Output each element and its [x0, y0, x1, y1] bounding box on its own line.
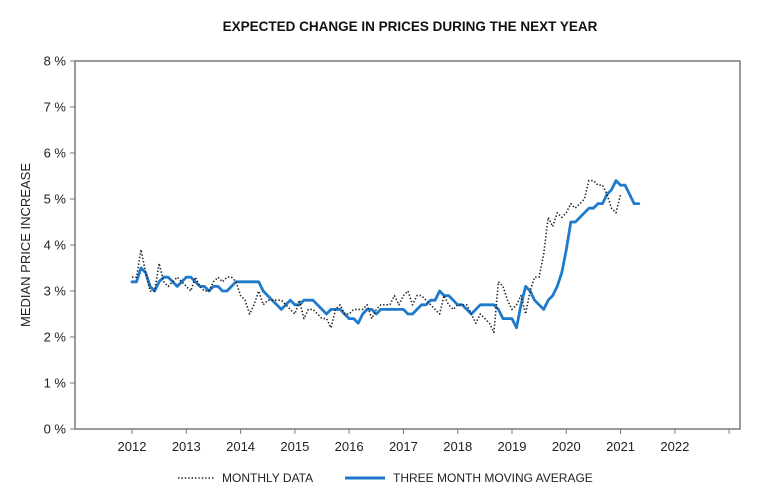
y-tick-label: 2 % [44, 330, 67, 345]
x-tick-label: 2020 [552, 439, 581, 454]
legend: MONTHLY DATA THREE MONTH MOVING AVERAGE [178, 471, 593, 485]
series-line-three-month-moving-average [130, 179, 641, 330]
plot-frame [74, 60, 741, 430]
x-tick-label: 2014 [226, 439, 255, 454]
x-tick-label: 2019 [498, 439, 527, 454]
y-tick-label: 5 % [44, 192, 67, 207]
y-tick-label: 0 % [44, 422, 67, 437]
plot-area [74, 60, 741, 430]
x-tick-label: 2013 [172, 439, 201, 454]
y-axis-title: MEDIAN PRICE INCREASE [18, 163, 33, 327]
chart-title: EXPECTED CHANGE IN PRICES DURING THE NEX… [223, 19, 598, 34]
y-tick-label: 6 % [44, 146, 67, 161]
legend-label-three-month-moving-average: THREE MONTH MOVING AVERAGE [393, 471, 593, 485]
x-tick-label: 2016 [335, 439, 364, 454]
x-tick-label: 2012 [118, 439, 147, 454]
series-line-monthly-data [132, 179, 622, 334]
legend-label-monthly-data: MONTHLY DATA [222, 471, 313, 485]
x-tick-label: 2021 [606, 439, 635, 454]
x-tick-label: 2018 [443, 439, 472, 454]
series-layer [130, 179, 641, 334]
x-tick-label: 2022 [660, 439, 689, 454]
y-tick-label: 8 % [44, 54, 67, 69]
y-tick-label: 1 % [44, 376, 67, 391]
y-tick-label: 3 % [44, 284, 67, 299]
y-tick-label: 4 % [44, 238, 67, 253]
x-tick-label: 2017 [389, 439, 418, 454]
y-tick-label: 7 % [44, 100, 67, 115]
x-tick-label: 2015 [280, 439, 309, 454]
y-axis: 0 % 1 % 2 % 3 % 4 % 5 % 6 % 7 % 8 % [44, 54, 75, 437]
x-axis: 2012 2013 2014 2015 2016 2017 2018 2019 2020 2021… [118, 429, 730, 454]
